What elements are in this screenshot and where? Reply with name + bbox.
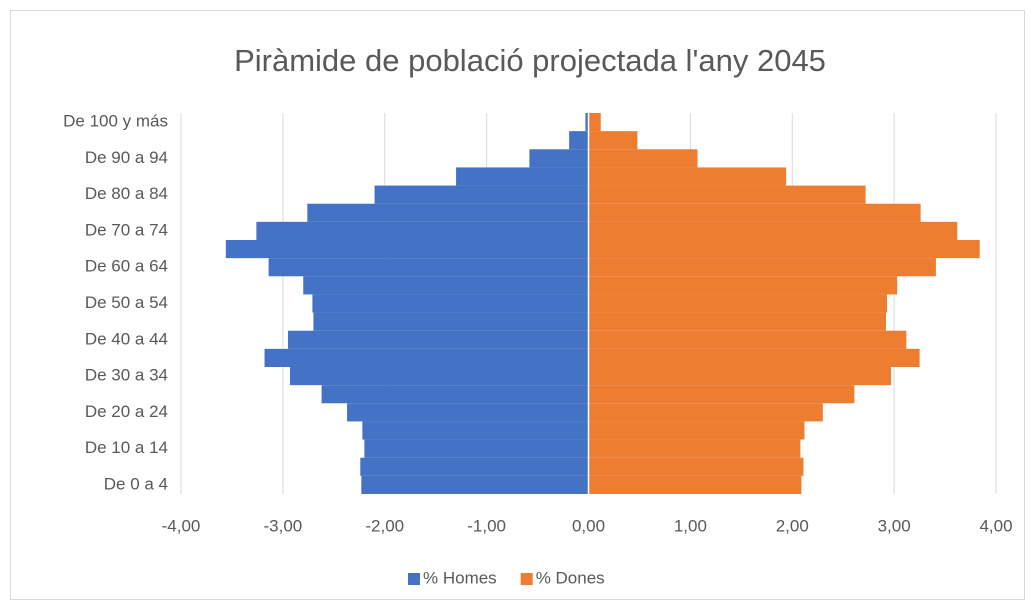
bar [287, 330, 589, 349]
bar [585, 113, 589, 132]
x-tick-label: 0,00 [572, 516, 605, 535]
bar [361, 475, 589, 494]
legend-swatch [408, 573, 420, 585]
bar [588, 385, 855, 404]
y-tick-label: De 0 a 4 [104, 474, 168, 493]
y-tick-label: De 80 a 84 [85, 184, 168, 203]
x-tick-label: 1,00 [674, 516, 707, 535]
y-tick-label: De 100 y más [63, 112, 168, 131]
bar [529, 149, 589, 168]
bar [225, 240, 589, 259]
y-tick-label: De 70 a 74 [85, 220, 168, 239]
bar [588, 113, 601, 132]
bar [588, 240, 980, 259]
x-tick-label: -1,00 [467, 516, 506, 535]
bar [321, 385, 589, 404]
bar [312, 294, 589, 313]
bar [588, 457, 804, 476]
bar [364, 439, 589, 458]
bar [374, 185, 589, 204]
bar [588, 276, 898, 295]
bar [588, 221, 958, 240]
x-tick-label: 2,00 [776, 516, 809, 535]
y-tick-label: De 30 a 34 [85, 366, 168, 385]
legend-swatch [520, 573, 533, 585]
bar [347, 403, 589, 422]
bar [588, 348, 920, 367]
bar [588, 475, 802, 494]
bar [588, 167, 787, 186]
y-tick-label: De 60 a 64 [85, 257, 168, 276]
bar [264, 348, 589, 367]
legend-label: % Homes [423, 568, 497, 587]
chart-title: Piràmide de població projectada l'any 20… [234, 43, 826, 78]
bar [588, 185, 866, 204]
bar [588, 421, 805, 440]
bar [268, 258, 589, 277]
bar [588, 439, 801, 458]
x-tick-label: 4,00 [979, 516, 1012, 535]
bar [588, 294, 887, 313]
bar [456, 167, 589, 186]
x-tick-label: 3,00 [878, 516, 911, 535]
y-tick-label: De 50 a 54 [85, 293, 168, 312]
bar [360, 457, 589, 476]
x-tick-label: -3,00 [264, 516, 303, 535]
y-tick-label: De 20 a 24 [85, 402, 168, 421]
y-tick-label: De 10 a 14 [85, 438, 168, 457]
bar [588, 312, 886, 331]
bar [588, 258, 936, 277]
bar [303, 276, 589, 295]
bar [313, 312, 589, 331]
bar [588, 403, 823, 422]
x-tick-label: -4,00 [162, 516, 201, 535]
bar [307, 203, 589, 222]
y-tick-label: De 40 a 44 [85, 329, 168, 348]
y-tick-label: De 90 a 94 [85, 148, 168, 167]
x-tick-label: -2,00 [365, 516, 404, 535]
bar [588, 367, 892, 386]
bar [588, 203, 921, 222]
bar [588, 330, 907, 349]
legend-label: % Dones [536, 568, 605, 587]
bar [569, 131, 589, 150]
bar [588, 131, 638, 150]
bar [362, 421, 589, 440]
bar [588, 149, 698, 168]
bar [256, 221, 589, 240]
bar [290, 367, 589, 386]
